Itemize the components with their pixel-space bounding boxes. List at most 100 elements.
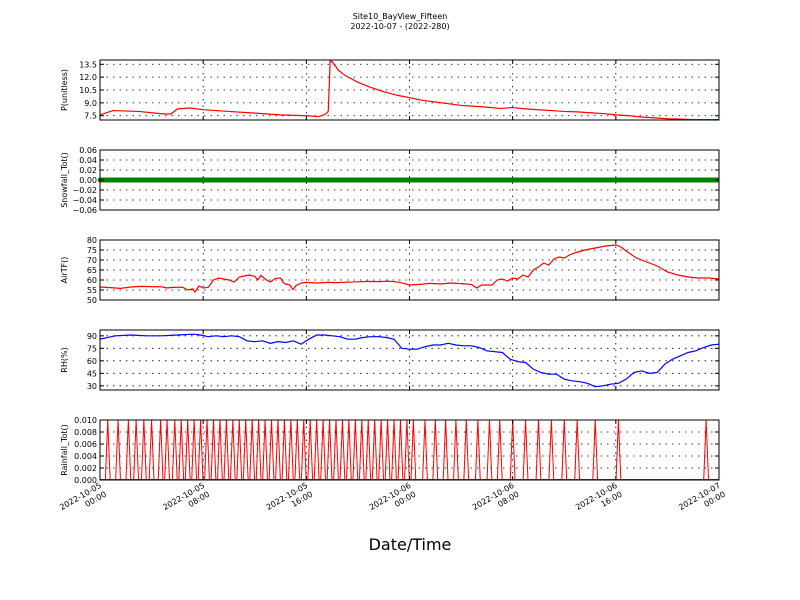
panel-1-marker (197, 177, 203, 183)
panel-1-marker (385, 177, 391, 183)
panel-1-marker (425, 177, 431, 183)
panel-4-spike-24 (275, 420, 281, 480)
panel-1-marker (265, 177, 271, 183)
panel-1-marker (473, 177, 479, 183)
panel-2-ytick-label-1: 55 (87, 286, 97, 295)
panel-0-series (100, 60, 719, 120)
panel-2-ytick-label-4: 70 (87, 256, 97, 265)
panel-1-marker (421, 177, 427, 183)
panel-1-marker (669, 177, 675, 183)
panel-1-marker (241, 177, 247, 183)
panel-1-ytick-label-1: −0.04 (72, 196, 97, 205)
panel-1-marker (153, 177, 159, 183)
panel-1-marker (601, 177, 607, 183)
panel-1-marker (701, 177, 707, 183)
panel-4-spike-0 (104, 420, 111, 480)
panel-3-ylabel: RH(%) (60, 347, 69, 372)
panel-1-marker (405, 177, 411, 183)
panel-4-spike-27 (294, 420, 301, 480)
panel-4-spike-21 (255, 420, 262, 480)
panel-0-ytick-label-0: 7.5 (84, 112, 97, 121)
panel-1-marker (209, 177, 215, 183)
panel-2-ytick-label-5: 75 (87, 246, 97, 255)
panel-1-marker (201, 177, 207, 183)
panel-0-ytick-label-1: 9.0 (84, 99, 97, 108)
panel-4-spike-32 (326, 420, 333, 480)
panel-1-marker (173, 177, 179, 183)
panel-1-marker (609, 177, 615, 183)
panel-4-spike-1 (115, 420, 121, 480)
panel-4-spike-50 (463, 420, 470, 480)
panel-4-spike-53 (496, 420, 503, 480)
panel-4-spike-61 (615, 420, 622, 480)
panel-1-marker (457, 177, 463, 183)
panel-1-marker (593, 177, 599, 183)
panel-1-marker (533, 177, 539, 183)
panel-4-spike-56 (535, 420, 542, 480)
panel-4-spike-35 (345, 420, 352, 480)
panel-1-marker (169, 177, 175, 183)
panel-1-marker (589, 177, 595, 183)
panel-0: 7.5 9.0 10.5 12.0 13.5 P(unitless) (60, 59, 720, 121)
panel-1-marker (149, 177, 155, 183)
panel-4-spike-45 (410, 420, 417, 480)
panel-1-marker (449, 177, 455, 183)
panel-3: 30 45 60 75 90 RH(%) (60, 329, 720, 391)
panel-1-marker (581, 177, 587, 183)
panel-1-marker (693, 177, 699, 183)
panel-1-marker (621, 177, 627, 183)
panel-1-marker (489, 177, 495, 183)
panel-4-spike-54 (509, 420, 516, 480)
panel-1-marker (413, 177, 419, 183)
panel-1-marker (697, 177, 703, 183)
panel-4-spike-47 (432, 420, 439, 480)
panel-1-marker (273, 177, 279, 183)
panel-1-marker (309, 177, 315, 183)
panel-1-marker (661, 177, 667, 183)
panel-1-marker (261, 177, 267, 183)
panel-1-marker (689, 177, 695, 183)
panel-4-spike-22 (262, 420, 268, 480)
panel-4-spike-33 (333, 420, 339, 480)
panel-4-spike-9 (178, 420, 185, 480)
chart-subtitle: 2022-10-07 - (2022-280) (350, 22, 449, 31)
panel-4-ylabel: Rainfall_Tot() (60, 424, 69, 476)
panel-1-marker (565, 177, 571, 183)
panel-0-ytick-label-2: 10.5 (79, 86, 97, 95)
panel-4-spike-37 (358, 420, 365, 480)
panel-1-marker (357, 177, 363, 183)
panel-4-spike-39 (371, 420, 378, 480)
panel-4-spike-34 (339, 420, 346, 480)
panel-4-spike-42 (391, 420, 397, 480)
panel-1-marker (297, 177, 303, 183)
panel-1-marker (409, 177, 415, 183)
panel-1-marker (613, 177, 619, 183)
panel-1-marker (393, 177, 399, 183)
panel-1-marker (325, 177, 331, 183)
panel-1-marker (517, 177, 523, 183)
x-axis-label: Date/Time (369, 535, 452, 554)
panel-1-marker (469, 177, 475, 183)
panel-4-spike-51 (474, 420, 481, 480)
panel-1-marker (461, 177, 467, 183)
panel-1-marker (341, 177, 347, 183)
panel-1-marker (665, 177, 671, 183)
panel-1-ytick-label-2: −0.02 (72, 186, 97, 195)
panel-1-marker (481, 177, 487, 183)
panel-1-marker (177, 177, 183, 183)
panel-1-marker (417, 177, 423, 183)
panel-1-marker (329, 177, 335, 183)
panel-1-marker (305, 177, 311, 183)
panel-1-marker (477, 177, 483, 183)
panel-1-marker (137, 177, 143, 183)
panel-1-marker (353, 177, 359, 183)
panel-1-marker (321, 177, 327, 183)
panel-4: 0.000 0.002 0.004 0.006 0.008 0.010 Rainfall_T… (60, 416, 720, 485)
panel-1-marker (333, 177, 339, 183)
panel-4-spike-26 (287, 420, 294, 480)
panel-4-spike-58 (561, 420, 568, 480)
panel-4-spike-4 (140, 420, 147, 480)
panel-1-marker (157, 177, 163, 183)
panel-4-spike-20 (249, 420, 256, 480)
